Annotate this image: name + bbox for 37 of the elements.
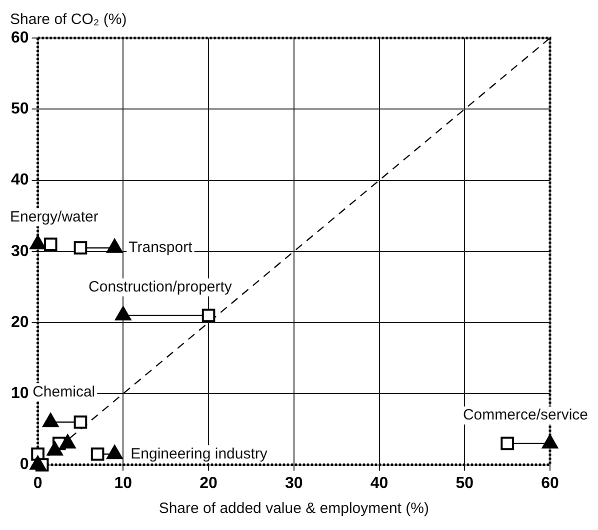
- point: [74, 415, 88, 429]
- y-tick-label: 50: [11, 100, 29, 118]
- x-tick-label: 10: [114, 474, 132, 492]
- point: [74, 241, 88, 254]
- point: [46, 442, 63, 456]
- annotation: Construction/property: [88, 278, 232, 296]
- point: [60, 434, 76, 448]
- point: [44, 238, 58, 251]
- annotation: Engineering industry: [130, 445, 268, 462]
- x-tick-label: 30: [285, 474, 303, 492]
- point: [115, 306, 132, 320]
- x-tick-label: 20: [200, 474, 218, 492]
- point: [500, 436, 514, 450]
- annotation: Chemical: [32, 383, 96, 400]
- annotation: Transport: [128, 238, 194, 256]
- annotation: Energy/water: [10, 208, 98, 226]
- point: [30, 456, 46, 470]
- y-tick-label: 10: [11, 385, 29, 402]
- annotation: Commerce/service: [462, 406, 588, 424]
- x-tick-label: 50: [456, 474, 474, 492]
- y-axis-title: Share of CO₂ (%): [10, 11, 127, 28]
- y-tick-label: 0: [20, 456, 29, 474]
- point: [106, 445, 123, 460]
- point: [202, 308, 216, 322]
- point: [542, 434, 558, 448]
- x-tick-label: 40: [370, 474, 388, 492]
- y-tick-label: 30: [11, 242, 29, 260]
- point: [90, 447, 104, 461]
- point: [106, 238, 123, 253]
- x-tick-label: 60: [541, 474, 559, 492]
- point: [30, 235, 46, 250]
- x-tick-label: 0: [33, 474, 42, 492]
- point: [42, 413, 59, 428]
- y-tick-label: 60: [11, 29, 29, 46]
- x-axis-title: Share of added value & employment (%): [158, 500, 429, 518]
- y-tick-label: 20: [11, 314, 29, 331]
- y-tick-label: 40: [11, 172, 29, 189]
